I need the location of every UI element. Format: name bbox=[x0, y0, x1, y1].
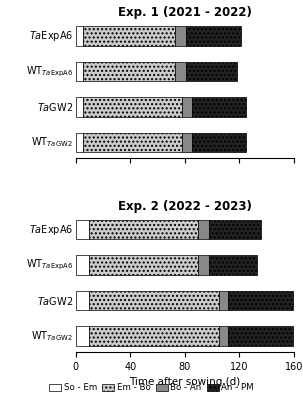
Bar bbox=[198, 220, 209, 240]
Bar bbox=[76, 97, 82, 117]
Text: WT$_{\mathit{Ta}\mathrm{ExpA6}}$: WT$_{\mathit{Ta}\mathrm{ExpA6}}$ bbox=[26, 258, 73, 272]
Bar bbox=[82, 132, 182, 152]
Text: WT$_{\mathit{Ta}\mathrm{ExpA6}}$: WT$_{\mathit{Ta}\mathrm{ExpA6}}$ bbox=[26, 64, 73, 79]
Bar bbox=[76, 326, 89, 346]
Bar bbox=[191, 97, 246, 117]
Text: $\mathit{Ta}$GW2: $\mathit{Ta}$GW2 bbox=[37, 101, 73, 113]
Bar bbox=[89, 291, 219, 310]
Text: $\mathit{Ta}$GW2: $\mathit{Ta}$GW2 bbox=[37, 294, 73, 306]
Bar bbox=[198, 255, 209, 275]
Bar bbox=[228, 326, 292, 346]
Bar bbox=[228, 291, 292, 310]
Bar bbox=[209, 220, 261, 240]
Bar bbox=[76, 132, 82, 152]
Bar bbox=[209, 255, 257, 275]
Bar bbox=[175, 62, 186, 81]
Text: $\mathit{Ta}$ExpA6: $\mathit{Ta}$ExpA6 bbox=[29, 223, 73, 237]
Bar bbox=[182, 132, 192, 152]
X-axis label: Time after sowing (d): Time after sowing (d) bbox=[129, 377, 241, 387]
Bar bbox=[76, 26, 82, 46]
Bar bbox=[182, 97, 192, 117]
Bar bbox=[76, 291, 89, 310]
Text: WT$_{\mathit{Ta}\mathrm{GW2}}$: WT$_{\mathit{Ta}\mathrm{GW2}}$ bbox=[32, 136, 73, 149]
Bar bbox=[186, 62, 237, 81]
Bar bbox=[82, 26, 175, 46]
Bar bbox=[175, 26, 186, 46]
Bar bbox=[89, 326, 219, 346]
Legend: So - Em, Em - Bo, Bo - An, An - PM: So - Em, Em - Bo, Bo - An, An - PM bbox=[45, 380, 258, 396]
Title: Exp. 2 (2022 - 2023): Exp. 2 (2022 - 2023) bbox=[118, 200, 252, 212]
Bar bbox=[76, 220, 89, 240]
Text: $\mathit{Ta}$ExpA6: $\mathit{Ta}$ExpA6 bbox=[29, 29, 73, 43]
Bar bbox=[219, 291, 228, 310]
Bar bbox=[82, 97, 182, 117]
Bar bbox=[89, 255, 198, 275]
Bar bbox=[191, 132, 246, 152]
Bar bbox=[76, 255, 89, 275]
Bar bbox=[186, 26, 241, 46]
Text: WT$_{\mathit{Ta}\mathrm{GW2}}$: WT$_{\mathit{Ta}\mathrm{GW2}}$ bbox=[32, 329, 73, 343]
Bar bbox=[219, 326, 228, 346]
Title: Exp. 1 (2021 - 2022): Exp. 1 (2021 - 2022) bbox=[118, 6, 252, 19]
Bar bbox=[76, 62, 82, 81]
Bar bbox=[89, 220, 198, 240]
Bar bbox=[82, 62, 175, 81]
